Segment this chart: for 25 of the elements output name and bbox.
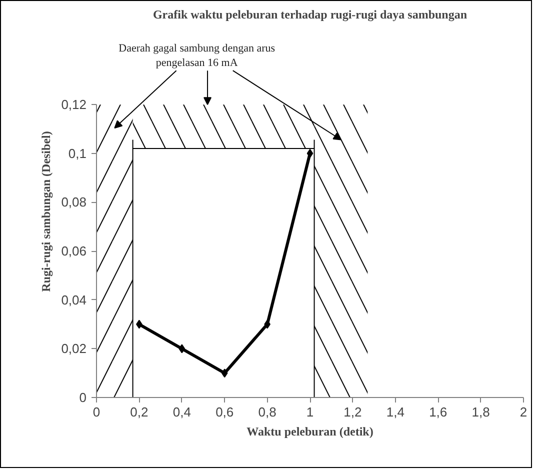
y-tick-label: 0,02	[61, 341, 87, 356]
x-tick-label: 1,6	[429, 404, 448, 420]
point	[306, 148, 314, 158]
x-tick-label: 2	[520, 404, 528, 420]
y-tick-label: 0,04	[61, 292, 87, 308]
x-tick-label: 1,8	[472, 404, 490, 420]
x-tick-label: 1,2	[344, 404, 362, 420]
y-tick-label: 0	[79, 390, 87, 405]
point	[178, 344, 186, 354]
x-tick-label: 0	[92, 404, 100, 420]
y-tick-label: 0,06	[61, 244, 87, 259]
y-tick-label: 0,08	[61, 194, 87, 210]
point	[221, 368, 228, 378]
annotation: Daerah gagal sambung dengan arus pengelasan 16 mA	[118, 42, 276, 69]
x-tick-label: 1	[306, 404, 314, 420]
x-tick-label: 0,2	[130, 404, 148, 420]
y-tick-label: 0,12	[61, 97, 87, 112]
chart-title: Grafik waktu peleburan terhadap rugi-rugi daya sambungan	[152, 8, 468, 22]
y-axis-title: Rugi-rugi sambungan (Desibel)	[39, 131, 54, 292]
x-axis-title: Waktu peleburan (detik)	[246, 424, 374, 438]
x-tick-label: 0,8	[258, 404, 276, 420]
x-tick-label: 0,4	[172, 404, 191, 420]
x-tick-label: 0,6	[216, 404, 234, 420]
y-tick-label: 0,1	[68, 146, 87, 161]
x-tick-label: 1,4	[386, 404, 404, 420]
